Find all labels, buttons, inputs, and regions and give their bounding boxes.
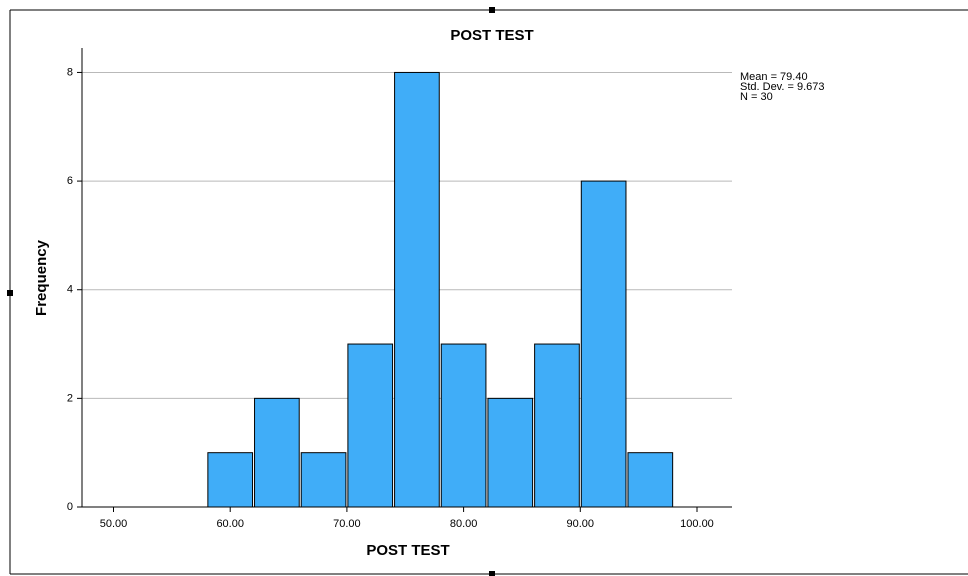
x-tick-label: 80.00 — [450, 518, 478, 530]
x-tick-label: 60.00 — [216, 518, 244, 530]
y-tick-label: 4 — [67, 284, 73, 296]
stat-line: Std. Dev. = 9.673 — [740, 81, 825, 93]
stat-line: N = 30 — [740, 91, 773, 103]
stat-line: Mean = 79.40 — [740, 71, 808, 83]
bar — [627, 452, 674, 508]
bar — [534, 343, 580, 508]
bar — [394, 71, 440, 508]
y-tick-label: 0 — [67, 501, 73, 513]
handle — [7, 290, 13, 296]
y-tick-label: 6 — [67, 175, 73, 187]
bar — [347, 343, 394, 508]
chart-title: POST TEST — [450, 27, 533, 44]
bar — [300, 452, 347, 508]
bar — [207, 452, 254, 508]
bar — [440, 343, 487, 508]
bar — [254, 397, 300, 508]
handle — [489, 7, 495, 13]
x-tick-label: 50.00 — [100, 518, 128, 530]
x-tick-label: 100.00 — [680, 518, 714, 530]
bar — [487, 397, 534, 508]
bar — [580, 180, 627, 508]
x-tick-label: 70.00 — [333, 518, 361, 530]
y-axis-label: Frequency — [33, 239, 50, 316]
handle — [489, 571, 495, 576]
x-tick-label: 90.00 — [567, 518, 595, 530]
y-tick-label: 8 — [67, 66, 73, 78]
x-axis-label: POST TEST — [366, 542, 449, 559]
y-tick-label: 2 — [67, 392, 73, 404]
